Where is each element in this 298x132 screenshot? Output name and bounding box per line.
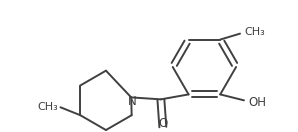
Text: N: N bbox=[128, 95, 136, 108]
Text: CH₃: CH₃ bbox=[244, 27, 265, 37]
Text: CH₃: CH₃ bbox=[38, 102, 58, 112]
Text: OH: OH bbox=[248, 96, 266, 109]
Text: O: O bbox=[158, 117, 167, 130]
